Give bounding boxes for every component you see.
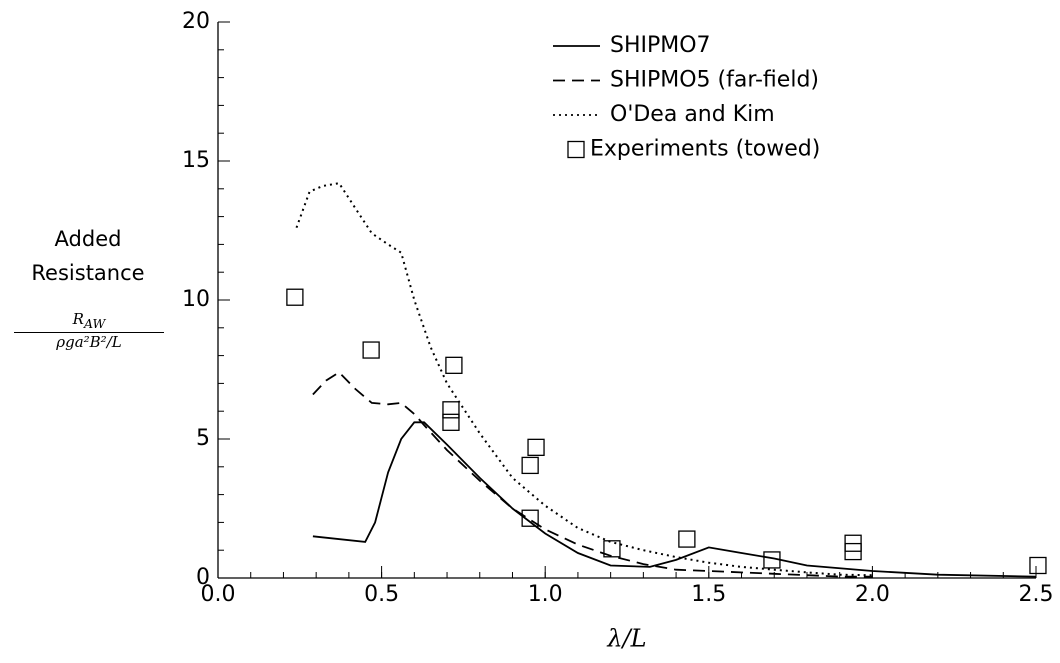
x-tick-label: 0.0: [201, 582, 236, 607]
series-line: [312, 421, 1037, 578]
y-tick-label: 0: [196, 565, 210, 590]
series-line: [312, 371, 873, 578]
legend-label: Experiments (towed): [590, 137, 820, 162]
legend-label: SHIPMO5 (far-field): [610, 68, 819, 93]
formula-denominator: ρga²B²/L: [56, 333, 122, 351]
marker: [763, 551, 781, 569]
marker: [527, 438, 545, 456]
legend-label: SHIPMO7: [610, 33, 711, 58]
x-tick-label: 1.0: [528, 582, 563, 607]
y-tick-label: 15: [182, 148, 210, 173]
x-tick-label: 2.0: [855, 582, 890, 607]
marker: [844, 542, 862, 561]
x-axis-label: λ/L: [606, 625, 646, 653]
legend-label: O'Dea and Kim: [610, 102, 775, 127]
x-tick-label: 2.5: [1019, 582, 1054, 607]
marker: [362, 341, 380, 359]
y-axis-formula: RAW ρga²B²/L: [14, 310, 164, 351]
formula-numerator: RAW: [14, 310, 164, 333]
marker: [521, 456, 539, 475]
series-line: [295, 182, 873, 577]
numerator-symbol: R: [72, 310, 84, 328]
marker: [678, 530, 696, 548]
y-axis-label: Added Resistance: [31, 227, 145, 285]
marker: [1029, 556, 1047, 575]
marker: [521, 509, 539, 527]
y-tick-label: 5: [196, 426, 210, 451]
numerator-subscript: AW: [83, 316, 106, 331]
legend-marker: [567, 140, 585, 159]
y-tick-label: 20: [182, 9, 210, 34]
x-tick-label: 1.5: [691, 582, 726, 607]
marker: [442, 413, 460, 431]
marker: [286, 288, 304, 306]
x-tick-label: 0.5: [364, 582, 399, 607]
marker: [603, 540, 621, 558]
marker: [445, 356, 463, 374]
marker: [442, 401, 460, 419]
y-tick-label: 10: [182, 287, 210, 312]
